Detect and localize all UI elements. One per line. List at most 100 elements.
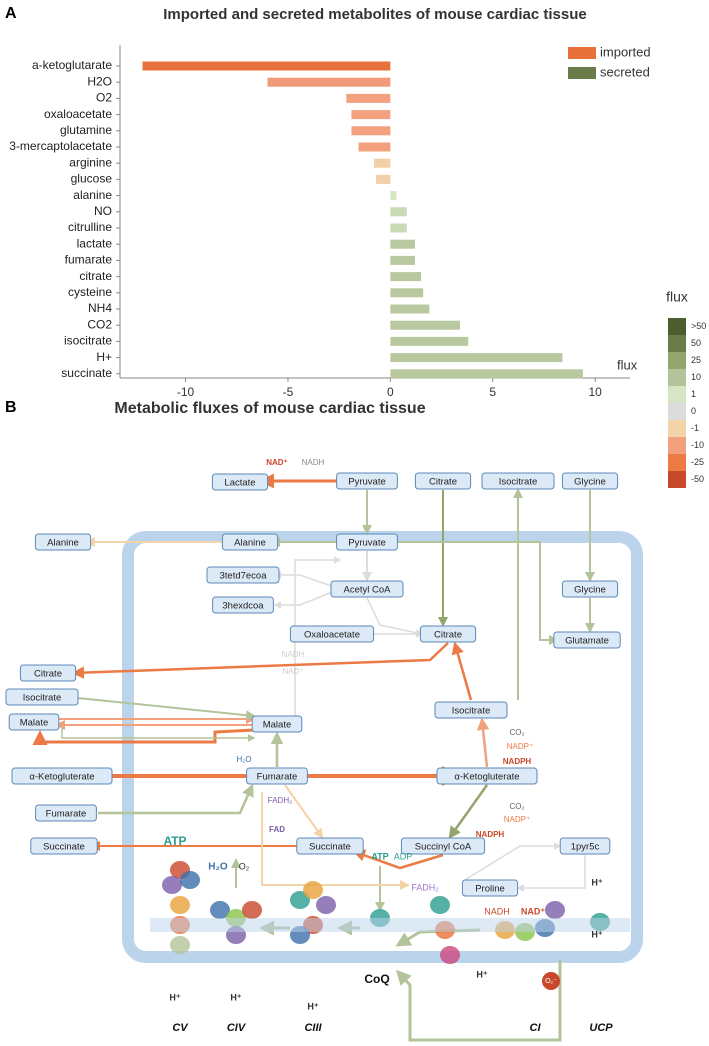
panel-label: A xyxy=(5,5,17,22)
y-tick-label: H+ xyxy=(96,350,112,364)
color-scale-label: >50 xyxy=(691,321,706,331)
color-scale-label: -10 xyxy=(691,440,704,450)
protein-structure xyxy=(303,881,323,899)
protein-structure xyxy=(242,901,262,919)
bar xyxy=(390,369,583,379)
y-tick-label: fumarate xyxy=(65,253,113,267)
y-tick-label: glutamine xyxy=(60,123,112,137)
metabolite-box xyxy=(559,837,611,855)
metabolite-label: Pyruvate xyxy=(348,538,386,549)
bar xyxy=(390,320,460,330)
metabolite-label: Isocitrate xyxy=(23,693,62,704)
annotation: H⁺ xyxy=(476,969,487,979)
color-scale-box xyxy=(668,386,686,403)
metabolite-label: Succinate xyxy=(309,842,351,853)
protein-structure xyxy=(162,876,182,894)
protein-structure xyxy=(545,901,565,919)
annotation: NADH xyxy=(282,650,305,659)
metabolite-box xyxy=(8,713,60,731)
diagram: Lactate Pyruvate Citrate Isocitrate Glycine A… xyxy=(5,458,630,1042)
metabolite-label: Glycine xyxy=(574,585,606,596)
color-scale-label: 50 xyxy=(691,338,701,348)
metabolite-box xyxy=(336,533,398,551)
annotation: H⁺ xyxy=(230,992,241,1002)
flux-arrow xyxy=(392,541,559,645)
bar xyxy=(267,77,391,87)
color-scale-title: flux xyxy=(666,289,688,305)
metabolite-box xyxy=(246,767,308,785)
metabolite-label: Malate xyxy=(20,718,49,729)
metabolite-label: Citrate xyxy=(429,477,457,488)
metabolite-box xyxy=(211,473,269,491)
flux-arrow xyxy=(476,717,490,768)
metabolite-label: Malate xyxy=(263,720,292,731)
color-scale-label: 10 xyxy=(691,372,701,382)
complex-label: CIII xyxy=(304,1022,322,1034)
legend-swatch xyxy=(568,67,596,79)
annotation: FADH₂ xyxy=(268,796,292,805)
x-tick-label: -10 xyxy=(177,385,195,399)
bar xyxy=(390,223,407,233)
y-tick-label: succinate xyxy=(61,366,112,380)
bar xyxy=(390,288,424,298)
bar xyxy=(142,61,391,71)
metabolite-label: Proline xyxy=(475,884,505,895)
annotation: O₂⁻ xyxy=(545,978,557,985)
color-scale-label: 0 xyxy=(691,406,696,416)
annotation: H⁺ xyxy=(591,929,602,939)
y-tick-label: NH4 xyxy=(88,301,112,315)
bar xyxy=(390,336,469,346)
flux-arrow xyxy=(61,727,256,742)
annotation: NADP⁺ xyxy=(504,815,530,824)
annotation: NAD⁺ xyxy=(521,906,545,916)
superoxide-marker xyxy=(542,972,560,990)
y-tick-label: citrate xyxy=(79,269,112,283)
metabolite-label: 1pyr5c xyxy=(571,842,600,853)
annotation: NADP⁺ xyxy=(507,742,533,751)
metabolite-box xyxy=(330,580,404,598)
flux-arrow xyxy=(273,588,341,609)
metabolite-label: Isocitrate xyxy=(452,706,491,717)
annotation: H₂O xyxy=(208,862,228,873)
annotation: NADH xyxy=(302,458,325,467)
metabolite-box xyxy=(289,625,375,643)
metabolite-box xyxy=(561,472,619,490)
y-tick-label: a-ketoglutarate xyxy=(32,58,112,72)
color-scale-label: 1 xyxy=(691,389,696,399)
y-tick-label: CO2 xyxy=(87,317,112,331)
membrane-band xyxy=(150,918,630,932)
panel-label: B xyxy=(5,399,17,416)
complex-label: CIV xyxy=(227,1022,247,1034)
bar xyxy=(390,239,415,249)
y-tick-label: 3-mercaptolacetate xyxy=(9,139,112,153)
metabolite-label: α-Ketogluterate xyxy=(454,772,519,783)
metabolite-box xyxy=(11,767,113,785)
flux-arrow xyxy=(284,784,324,839)
metabolite-label: Alanine xyxy=(234,538,266,549)
metabolite-box xyxy=(419,625,477,643)
bar xyxy=(373,158,391,168)
x-tick-label: 0 xyxy=(387,385,394,399)
metabolite-box xyxy=(35,804,97,822)
x-tick-label: 10 xyxy=(589,385,603,399)
metabolite-label: Alanine xyxy=(47,538,79,549)
metabolite-label: Succinyl CoA xyxy=(415,842,472,853)
y-tick-label: citrulline xyxy=(68,220,112,234)
bar xyxy=(390,304,430,314)
flux-arrow xyxy=(366,597,424,637)
complex-label: CV xyxy=(172,1022,189,1034)
x-tick-label: 5 xyxy=(489,385,496,399)
metabolite-label: Glycine xyxy=(574,477,606,488)
annotation: NADH xyxy=(484,906,510,916)
flux-arrow xyxy=(71,642,449,679)
annotation: H⁺ xyxy=(591,877,602,887)
y-tick-label: O2 xyxy=(96,91,112,105)
y-tick-label: lactate xyxy=(77,236,113,250)
protein-structure xyxy=(316,896,336,914)
x-axis-label: flux xyxy=(617,357,638,372)
color-scale-box xyxy=(668,454,686,471)
metabolite-box xyxy=(296,837,364,855)
y-tick-label: cysteine xyxy=(68,285,112,299)
metabolite-box xyxy=(19,664,77,682)
legend-label: secreted xyxy=(600,64,650,79)
